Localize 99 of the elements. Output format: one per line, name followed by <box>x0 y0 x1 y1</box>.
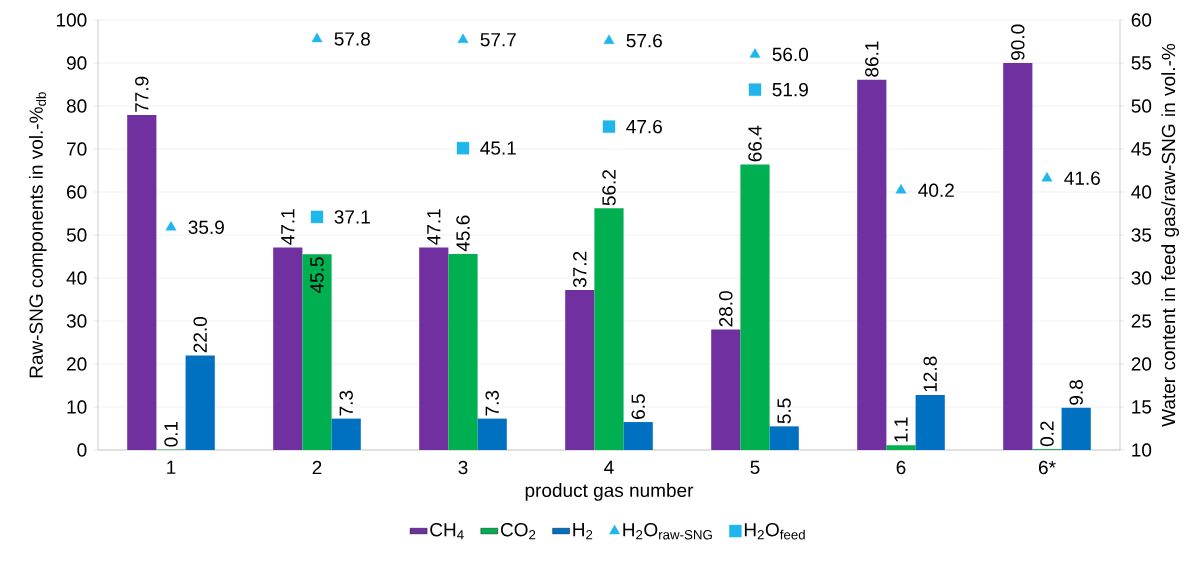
y2-tick-label: 60 <box>1131 13 1152 27</box>
data-label: 41.6 <box>1064 171 1100 185</box>
point <box>310 210 324 224</box>
y2-tick-label: 30 <box>1131 271 1152 285</box>
data-label: 90.0 <box>1011 24 1025 60</box>
data-label: 7.3 <box>339 390 353 416</box>
point <box>311 32 323 43</box>
data-label: 40.2 <box>918 183 954 198</box>
bar <box>565 290 595 450</box>
data-label: 9.8 <box>1069 380 1083 405</box>
y2-tick-label: 25 <box>1131 314 1152 328</box>
x-tick-label: 5 <box>750 460 760 475</box>
bar <box>185 355 215 450</box>
bar <box>740 164 770 450</box>
bar <box>915 394 945 450</box>
x-tick-label: 3 <box>458 460 468 475</box>
data-label: 57.8 <box>334 32 370 46</box>
data-label: 47.1 <box>281 209 295 245</box>
data-label: 35.9 <box>188 220 224 234</box>
data-label: 47.1 <box>427 209 441 245</box>
legend-label: CO$_{2}$ <box>500 522 536 540</box>
bar <box>1061 407 1091 450</box>
data-label: 0.1 <box>164 421 178 447</box>
point <box>895 184 907 194</box>
data-label: 56.0 <box>772 47 809 62</box>
data-label: 47.6 <box>626 119 662 134</box>
data-label: 6.5 <box>631 394 645 419</box>
data-label: 77.9 <box>135 76 149 112</box>
point <box>165 221 177 231</box>
y2-tick-label: 40 <box>1131 185 1152 199</box>
bar <box>886 445 916 450</box>
bar <box>419 247 449 450</box>
x-tick-label: 4 <box>604 460 614 474</box>
bar <box>711 329 741 450</box>
bar <box>769 426 799 450</box>
data-label: 51.9 <box>772 82 808 97</box>
y2-tick-label: 55 <box>1131 56 1152 70</box>
data-label: 86.1 <box>865 41 879 77</box>
y-axis-title: Raw-SNG components in vol.-%$_{db}$ <box>28 92 47 378</box>
data-label: 57.6 <box>626 33 662 48</box>
bar <box>594 208 624 450</box>
data-label: 57.7 <box>480 33 516 47</box>
y-tick-label: 60 <box>67 185 87 199</box>
legend-label: H$_{2}$O$_{raw-SNG}$ <box>623 522 712 540</box>
point <box>457 33 469 43</box>
data-label: 5.5 <box>777 398 791 424</box>
point <box>748 83 762 96</box>
y-tick-label: 100 <box>56 13 87 27</box>
y-tick-label: 90 <box>66 56 87 70</box>
bar <box>331 418 361 450</box>
data-label: 45.5 <box>310 257 324 294</box>
y-tick-label: 10 <box>67 400 87 414</box>
y-tick-label: 50 <box>66 228 87 242</box>
x-tick-label: 6 <box>896 460 906 475</box>
point <box>456 141 470 155</box>
data-label: 22.0 <box>193 316 207 353</box>
legend-label: CH$_{4}$ <box>430 522 464 540</box>
data-label: 28.0 <box>719 291 733 327</box>
data-label: 66.4 <box>748 125 762 162</box>
bar <box>623 422 653 450</box>
bar <box>857 79 887 450</box>
data-label: 0.2 <box>1040 421 1054 447</box>
x-tick-label: 1 <box>167 460 176 474</box>
data-label: 45.1 <box>480 141 516 155</box>
bar <box>1003 63 1033 450</box>
y-tick-label: 70 <box>67 142 87 156</box>
legend-label: H$_{2}$ <box>573 523 593 540</box>
y-tick-label: 20 <box>67 357 87 371</box>
y-tick-label: 40 <box>66 271 87 285</box>
data-label: 7.3 <box>485 390 499 416</box>
bar <box>477 418 507 450</box>
y2-tick-label: 15 <box>1132 400 1152 414</box>
x-axis-title: product gas number <box>525 483 694 501</box>
point <box>603 34 615 44</box>
y-tick-label: 30 <box>66 314 87 328</box>
y2-tick-label: 45 <box>1131 142 1152 156</box>
bar <box>302 254 332 450</box>
data-label: 37.1 <box>334 210 370 224</box>
data-label: 45.6 <box>456 215 470 252</box>
x-tick-label: 6* <box>1038 460 1056 475</box>
point <box>749 48 761 58</box>
bar <box>127 115 157 450</box>
y2-tick-label: 20 <box>1131 357 1152 371</box>
y2-tick-label: 35 <box>1131 228 1152 242</box>
point <box>602 120 616 133</box>
x-tick-label: 2 <box>312 460 322 475</box>
data-label: 1.1 <box>894 417 908 442</box>
y-tick-label: 80 <box>66 99 87 113</box>
legend-label: H$_{2}$O$_{feed}$ <box>744 522 805 540</box>
bar <box>273 247 303 450</box>
y2-tick-label: 10 <box>1132 443 1152 457</box>
bar <box>448 253 478 450</box>
data-label: 37.2 <box>573 251 587 288</box>
y2-tick-label: 50 <box>1131 99 1152 113</box>
data-label: 56.2 <box>602 170 616 206</box>
y2-axis-title: Water content in feed gas/raw-SNG in vol.-% <box>1161 43 1179 427</box>
data-label: 12.8 <box>923 356 937 392</box>
point <box>1041 172 1053 182</box>
y-tick-label: 0 <box>77 443 87 457</box>
